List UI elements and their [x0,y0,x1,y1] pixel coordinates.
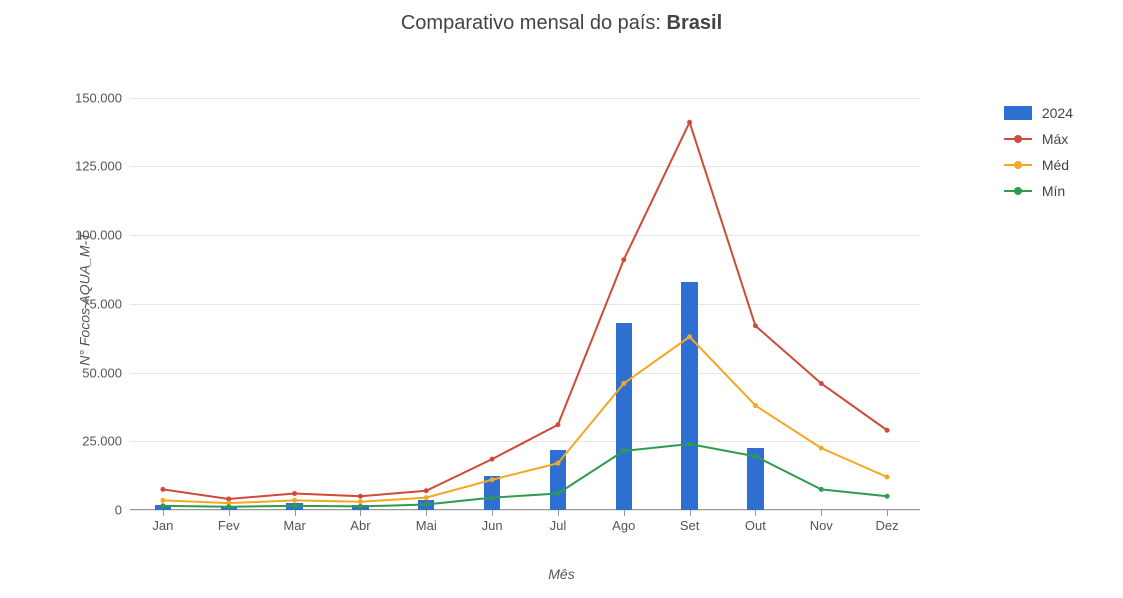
x-tick-label: Jun [482,518,503,533]
x-tick-mark [624,510,625,516]
series-marker [621,381,626,386]
series-marker [885,428,890,433]
series-marker [292,491,297,496]
x-tick-mark [755,510,756,516]
x-tick-mark [887,510,888,516]
series-marker [292,503,297,508]
legend-label: Máx [1042,131,1068,147]
series-marker [753,323,758,328]
y-tick-label: 100.000 [62,228,122,243]
chart-title-country: Brasil [667,12,723,34]
legend-item: Méd [1004,152,1073,178]
legend-swatch-line [1004,184,1032,198]
x-tick-mark [558,510,559,516]
series-marker [424,495,429,500]
series-marker [753,403,758,408]
legend-swatch-line [1004,132,1032,146]
x-tick-label: Ago [612,518,635,533]
legend-label: Mín [1042,183,1065,199]
x-tick-label: Nov [810,518,833,533]
series-marker [885,475,890,480]
x-tick-label: Mai [416,518,437,533]
series-marker [160,498,165,503]
x-tick-mark [821,510,822,516]
legend-label: 2024 [1042,105,1073,121]
x-tick-mark [163,510,164,516]
x-tick-label: Fev [218,518,240,533]
x-axis-label: Mês [0,566,1123,582]
series-marker [555,422,560,427]
series-marker [490,477,495,482]
series-line [163,444,887,507]
x-tick-label: Jan [152,518,173,533]
series-marker [226,504,231,509]
y-tick-label: 125.000 [62,159,122,174]
legend-item: Máx [1004,126,1073,152]
x-tick-mark [360,510,361,516]
series-marker [819,487,824,492]
line-series-layer [130,70,920,510]
chart-title: Comparativo mensal do país: Brasil [0,12,1123,35]
y-tick-label: 150.000 [62,90,122,105]
x-tick-mark [492,510,493,516]
series-marker [490,495,495,500]
series-marker [490,457,495,462]
series-line [163,122,887,499]
series-marker [687,442,692,447]
plot-area: JanFevMarAbrMaiJunJulAgoSetOutNovDez [130,70,920,510]
series-marker [753,454,758,459]
series-marker [687,334,692,339]
legend-swatch-line [1004,158,1032,172]
series-marker [358,499,363,504]
x-tick-label: Abr [350,518,370,533]
y-tick-label: 75.000 [62,296,122,311]
chart-title-prefix: Comparativo mensal do país: [401,12,667,34]
legend-swatch-bar [1004,106,1032,120]
legend-label: Méd [1042,157,1069,173]
x-tick-label: Mar [283,518,305,533]
series-marker [555,491,560,496]
series-marker [819,381,824,386]
series-marker [358,494,363,499]
x-tick-mark [295,510,296,516]
series-marker [555,461,560,466]
series-marker [160,487,165,492]
series-marker [358,504,363,509]
x-tick-label: Set [680,518,700,533]
legend: 2024 Máx Méd Mín [1004,100,1073,204]
x-tick-label: Jul [550,518,567,533]
series-marker [819,446,824,451]
series-line [163,337,887,503]
series-marker [292,498,297,503]
series-marker [160,503,165,508]
series-marker [885,494,890,499]
series-marker [621,257,626,262]
x-tick-mark [426,510,427,516]
legend-item: Mín [1004,178,1073,204]
chart-container: Comparativo mensal do país: Brasil N° Fo… [0,0,1123,598]
series-marker [424,488,429,493]
y-tick-label: 0 [62,503,122,518]
x-tick-label: Dez [876,518,899,533]
legend-item: 2024 [1004,100,1073,126]
grid-line [130,510,920,511]
series-marker [621,448,626,453]
x-tick-mark [690,510,691,516]
y-tick-label: 25.000 [62,434,122,449]
series-marker [687,120,692,125]
x-tick-mark [229,510,230,516]
series-marker [424,502,429,507]
y-tick-label: 50.000 [62,365,122,380]
x-tick-label: Out [745,518,766,533]
